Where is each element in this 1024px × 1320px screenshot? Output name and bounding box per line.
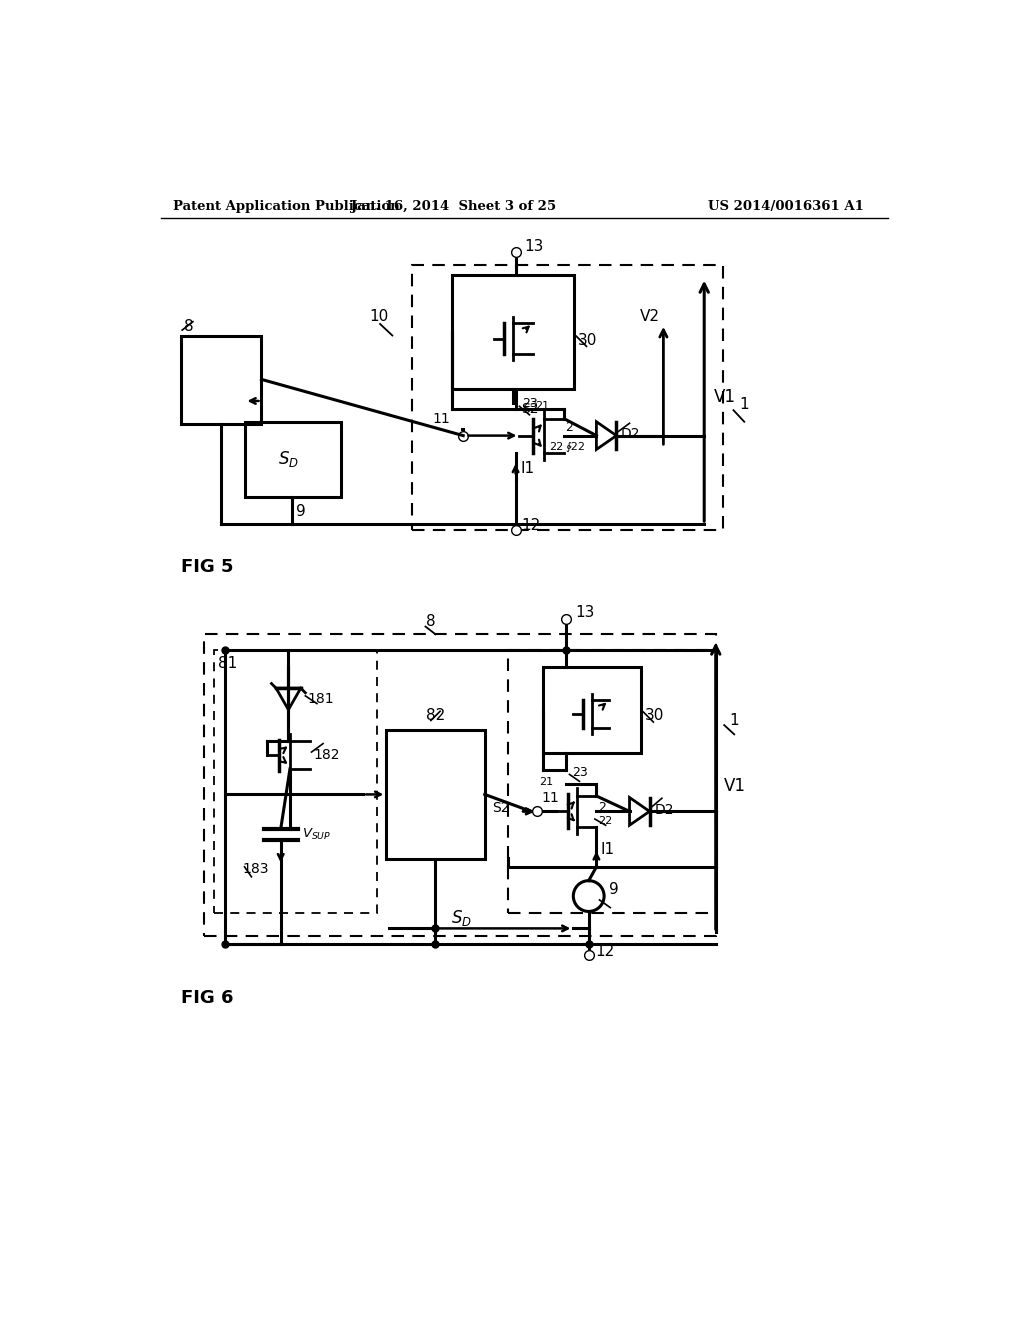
Text: 1: 1 (739, 397, 749, 412)
Text: 1: 1 (730, 713, 739, 729)
Text: 2: 2 (598, 801, 606, 814)
Text: 22: 22 (598, 816, 612, 825)
Text: 181: 181 (307, 692, 334, 706)
Text: 21: 21 (535, 401, 549, 412)
Text: 11: 11 (432, 412, 451, 425)
Text: 30: 30 (578, 333, 597, 347)
Text: 82: 82 (426, 709, 445, 723)
Text: Patent Application Publication: Patent Application Publication (173, 199, 399, 213)
Bar (180, 335, 261, 424)
Bar (245, 422, 341, 498)
Text: 22: 22 (549, 442, 563, 453)
Bar (386, 730, 484, 859)
Text: S2: S2 (493, 801, 510, 816)
Text: D2: D2 (654, 803, 674, 817)
Text: $V_{SUP}$: $V_{SUP}$ (302, 826, 332, 842)
Text: $S_D$: $S_D$ (452, 908, 472, 928)
Text: S2: S2 (521, 401, 539, 416)
Text: 12: 12 (595, 944, 614, 960)
Text: 81: 81 (217, 656, 237, 671)
Text: 183: 183 (243, 862, 268, 876)
Text: V1: V1 (724, 777, 745, 795)
Text: 11: 11 (541, 791, 559, 804)
Text: I1: I1 (520, 461, 535, 477)
Text: 13: 13 (574, 605, 594, 620)
Text: 10: 10 (370, 309, 388, 323)
Text: ∲22: ∲22 (565, 442, 586, 453)
Text: 30: 30 (645, 709, 665, 723)
Text: 21: 21 (539, 777, 553, 787)
Text: US 2014/0016361 A1: US 2014/0016361 A1 (708, 199, 864, 213)
Text: 23: 23 (571, 766, 588, 779)
Text: FIG 6: FIG 6 (180, 989, 233, 1007)
Bar (543, 667, 641, 752)
Text: 9: 9 (609, 882, 620, 898)
Text: V2: V2 (640, 309, 659, 323)
Text: 13: 13 (524, 239, 544, 253)
Text: 9: 9 (296, 503, 306, 519)
Text: Jan. 16, 2014  Sheet 3 of 25: Jan. 16, 2014 Sheet 3 of 25 (351, 199, 556, 213)
Text: 12: 12 (521, 519, 541, 533)
Text: V1: V1 (714, 388, 735, 407)
Text: 23: 23 (521, 397, 538, 409)
Text: 8: 8 (426, 614, 435, 630)
Text: 182: 182 (313, 748, 340, 762)
Text: FIG 5: FIG 5 (180, 557, 233, 576)
Text: 8: 8 (184, 318, 195, 334)
Text: I1: I1 (600, 842, 614, 858)
Text: D2: D2 (621, 428, 641, 441)
Bar (453, 276, 574, 389)
Text: $S_D$: $S_D$ (278, 450, 299, 470)
Text: 2: 2 (565, 421, 573, 434)
